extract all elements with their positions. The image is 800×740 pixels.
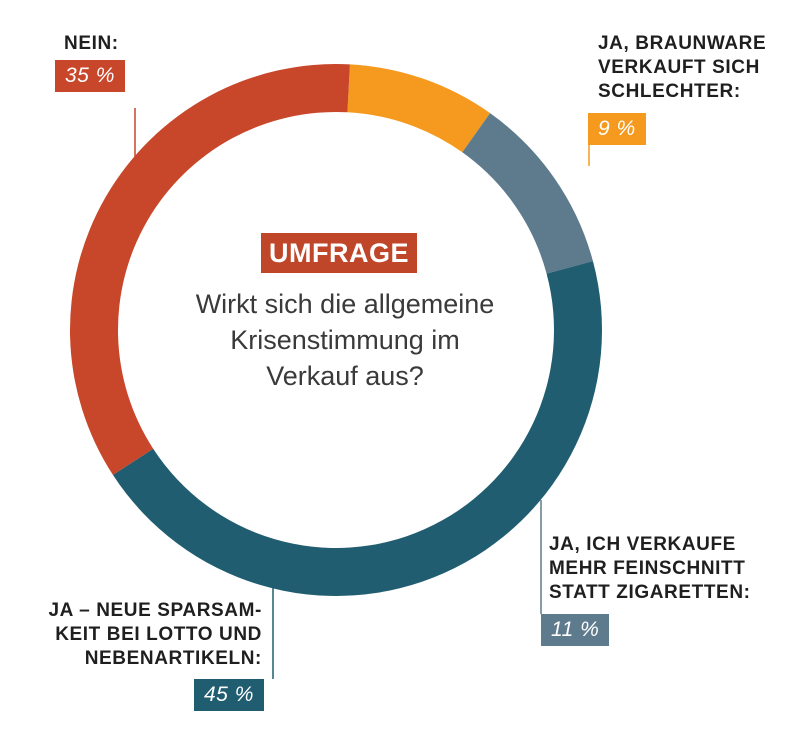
- value-badge-nein: 35 %: [55, 60, 125, 92]
- label-nein: NEIN:: [64, 33, 119, 54]
- label-feinschnitt: JA, ICH VERKAUFE MEHR FEINSCHNITT STATT …: [549, 534, 751, 603]
- value-badge-sparsamkeit: 45 %: [194, 679, 264, 711]
- value-badge-feinschnitt: 11 %: [541, 614, 610, 646]
- slice-braunware: [347, 64, 491, 153]
- label-braunware: JA, BRAUNWARE VERKAUFT SICH SCHLECHTER:: [598, 33, 767, 102]
- slice-feinschnitt: [462, 113, 593, 274]
- survey-tag: UMFRAGE: [261, 233, 417, 273]
- slice-nein: [70, 63, 350, 475]
- value-badge-braunware: 9 %: [588, 113, 646, 145]
- survey-question: Wirkt sich die allgemeine Krisenstimmung…: [195, 289, 495, 391]
- label-sparsamkeit: JA – NEUE SPARSAM- KEIT BEI LOTTO UND NE…: [48, 600, 262, 669]
- slice-sparsamkeit: [112, 261, 602, 597]
